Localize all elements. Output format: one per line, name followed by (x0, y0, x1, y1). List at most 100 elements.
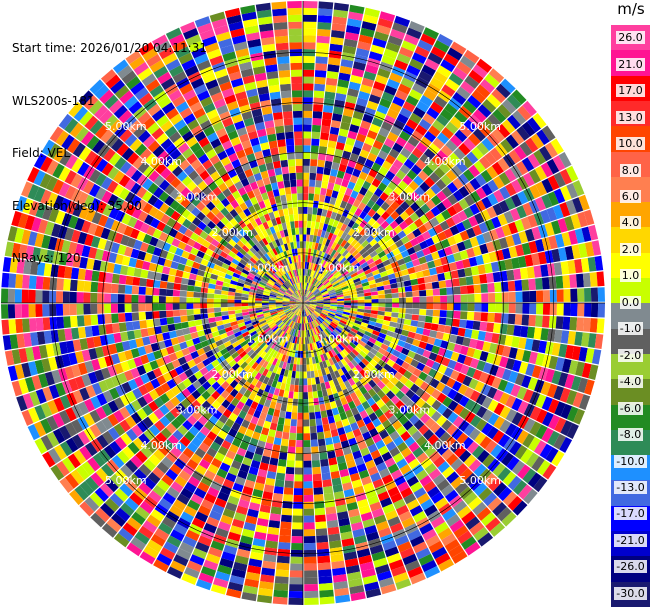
range-gate (172, 375, 183, 386)
range-gate (345, 495, 357, 505)
range-gate (326, 387, 333, 396)
range-gate (179, 309, 187, 316)
range-gate (311, 286, 316, 293)
range-gate (375, 281, 384, 287)
range-gate (306, 291, 312, 298)
range-gate (466, 247, 476, 258)
range-gate (488, 292, 496, 303)
range-gate (402, 101, 416, 113)
range-gate (91, 325, 100, 337)
range-gate (327, 255, 333, 263)
range-gate (440, 238, 451, 249)
range-gate (367, 351, 376, 359)
range-gate (415, 469, 429, 481)
range-gate (372, 433, 382, 444)
range-gate (315, 249, 320, 258)
range-gate (206, 386, 216, 396)
range-gate (269, 372, 276, 380)
range-gate (381, 121, 393, 132)
range-gate (450, 351, 460, 362)
range-gate (548, 355, 559, 370)
range-gate (313, 480, 323, 489)
range-gate (356, 290, 364, 295)
range-gate (119, 394, 131, 406)
range-gate (329, 308, 337, 312)
range-gate (245, 322, 253, 329)
range-gate (77, 326, 87, 339)
range-gate (247, 422, 257, 432)
range-gate (165, 296, 173, 303)
range-gate (451, 380, 463, 392)
range-gate (453, 525, 469, 539)
range-gate (495, 83, 511, 99)
range-gate (175, 441, 187, 453)
range-gate (125, 415, 137, 429)
range-gate (350, 74, 363, 84)
range-gate (63, 316, 71, 329)
range-gate (546, 207, 558, 222)
range-gate (521, 314, 530, 326)
range-gate (220, 307, 228, 312)
range-gate (508, 303, 516, 314)
range-gate (320, 410, 328, 419)
range-gate (278, 542, 291, 550)
range-gate (423, 27, 439, 40)
range-gate (392, 362, 401, 372)
range-gate (533, 265, 542, 278)
range-gate (257, 349, 265, 357)
range-gate (468, 338, 478, 349)
range-gate (306, 357, 310, 365)
range-gate (257, 329, 265, 336)
range-gate (180, 511, 194, 524)
range-gate (323, 492, 335, 501)
range-gate (339, 319, 347, 325)
range-gate (425, 534, 441, 548)
range-gate (397, 366, 407, 376)
range-gate (69, 489, 84, 506)
range-gate (320, 132, 330, 141)
range-gate (64, 266, 73, 279)
range-gate (312, 111, 323, 119)
range-gate (404, 196, 415, 207)
range-gate (511, 460, 526, 475)
range-gate (132, 437, 145, 450)
range-gate (485, 517, 501, 532)
range-gate (322, 307, 330, 310)
range-gate (220, 514, 234, 525)
range-gate (449, 440, 462, 453)
range-gate (492, 354, 502, 366)
range-gate (317, 340, 323, 348)
range-gate (322, 278, 329, 285)
range-gate (216, 385, 225, 395)
range-gate (392, 22, 408, 34)
range-gate (314, 370, 319, 378)
range-gate (441, 419, 453, 431)
range-gate (257, 315, 265, 321)
range-gate (353, 336, 361, 344)
range-gate (312, 278, 317, 286)
range-gate (340, 239, 348, 248)
range-gate (299, 364, 303, 372)
range-gate (537, 251, 547, 265)
range-gate (496, 506, 512, 522)
range-gate (145, 295, 153, 303)
range-gate (316, 299, 324, 302)
range-gate (588, 224, 599, 241)
range-gate (431, 399, 442, 411)
range-gate (306, 227, 311, 235)
range-gate (143, 477, 157, 490)
range-gate (260, 333, 268, 340)
range-gate (380, 201, 390, 211)
range-gate (349, 174, 359, 184)
range-gate (115, 507, 131, 522)
range-gate (458, 277, 467, 286)
range-gate (266, 470, 277, 480)
range-gate (303, 303, 308, 309)
range-gate (315, 521, 327, 530)
range-gate (425, 406, 437, 418)
range-gate (113, 533, 130, 548)
range-gate (83, 292, 91, 303)
range-gate (449, 334, 458, 344)
range-gate (79, 387, 90, 401)
range-gate (316, 298, 324, 301)
